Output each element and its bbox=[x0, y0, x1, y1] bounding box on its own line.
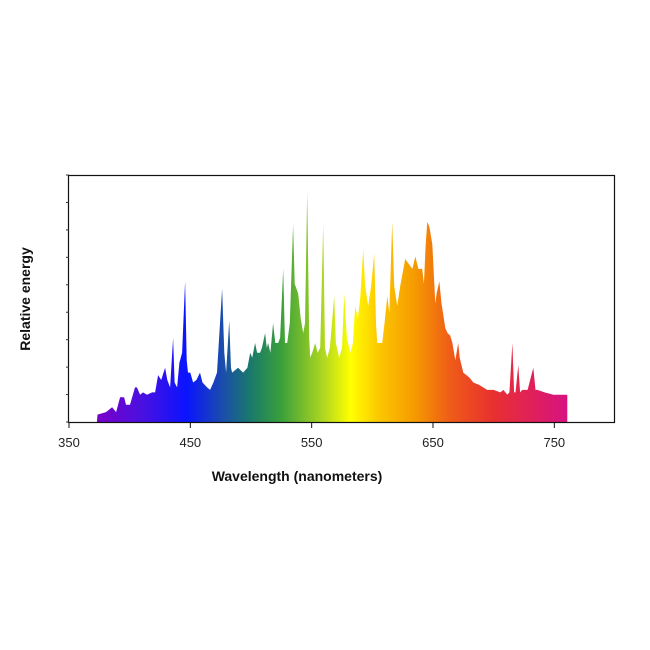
plot-frame bbox=[67, 174, 616, 424]
x-tick-label: 650 bbox=[422, 435, 444, 450]
y-axis bbox=[66, 174, 69, 423]
x-tick-label: 350 bbox=[58, 435, 80, 450]
y-axis-title: Relative energy bbox=[17, 247, 33, 351]
x-tick-label: 750 bbox=[543, 435, 565, 450]
x-axis: 350 450 550 650 750 bbox=[58, 422, 565, 450]
spectrum-area bbox=[96, 192, 568, 422]
x-axis-title: Wavelength (nanometers) bbox=[212, 468, 383, 484]
x-tick-label: 550 bbox=[301, 435, 323, 450]
x-tick-label: 450 bbox=[179, 435, 201, 450]
